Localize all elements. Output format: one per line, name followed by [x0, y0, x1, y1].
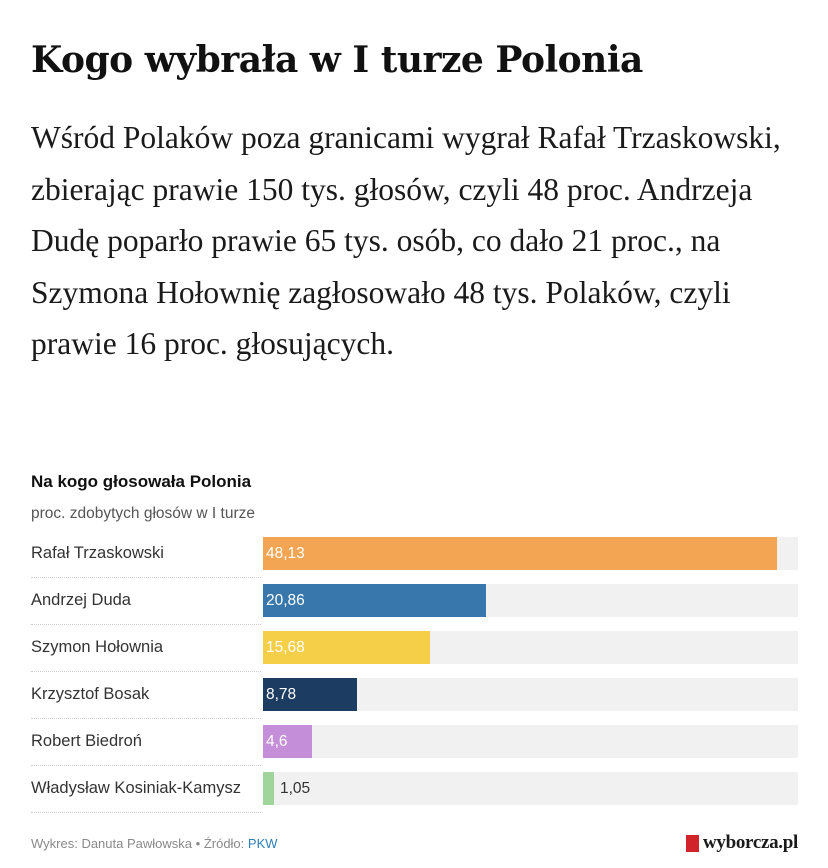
brand-logo[interactable]: wyborcza.pl — [685, 829, 798, 857]
value-label: 4,6 — [266, 733, 288, 750]
headline: Kogo wybrała w I turze Polonia — [31, 39, 643, 81]
source-label: Źródło: — [203, 836, 245, 851]
value-label: 8,78 — [266, 686, 297, 703]
row-divider — [31, 765, 261, 766]
category-label: Robert Biedroń — [31, 732, 142, 750]
bar-track: 1,05 — [263, 772, 798, 805]
bar — [263, 584, 486, 617]
chart-footer: Wykres: Danuta Pawłowska • Źródło: PKW — [31, 835, 278, 853]
bar-chart: Rafał Trzaskowski 48,13 Andrzej Duda 20,86 S… — [31, 532, 798, 814]
value-label: 48,13 — [266, 545, 305, 562]
chart-row: Andrzej Duda 20,86 — [31, 579, 798, 626]
chart-title: Na kogo głosowała Polonia — [31, 472, 252, 491]
chart-subtitle: proc. zdobytych głosów w I turze — [31, 505, 255, 522]
bar — [263, 537, 777, 570]
value-label: 1,05 — [280, 780, 311, 797]
row-divider — [31, 624, 261, 625]
value-label: 15,68 — [266, 639, 305, 656]
chart-row: Władysław Kosiniak-Kamysz 1,05 — [31, 767, 798, 814]
bar-track: 8,78 — [263, 678, 798, 711]
bar-track: 48,13 — [263, 537, 798, 570]
chart-row: Robert Biedroń 4,6 — [31, 720, 798, 767]
row-divider — [31, 671, 261, 672]
chart-row: Krzysztof Bosak 8,78 — [31, 673, 798, 720]
brand-mark-icon — [685, 834, 699, 852]
category-label: Władysław Kosiniak-Kamysz — [31, 779, 241, 797]
chart-row: Rafał Trzaskowski 48,13 — [31, 532, 798, 579]
author-credit: Wykres: Danuta Pawłowska — [31, 836, 192, 851]
row-divider — [31, 812, 261, 813]
category-label: Krzysztof Bosak — [31, 685, 150, 703]
category-label: Rafał Trzaskowski — [31, 544, 164, 562]
bar — [263, 725, 312, 758]
bar-track: 20,86 — [263, 584, 798, 617]
chart-row: Szymon Hołownia 15,68 — [31, 626, 798, 673]
category-label: Andrzej Duda — [31, 591, 131, 609]
value-label: 20,86 — [266, 592, 305, 609]
bar — [263, 772, 274, 805]
bar-track: 4,6 — [263, 725, 798, 758]
row-divider — [31, 718, 261, 719]
category-label: Szymon Hołownia — [31, 638, 164, 656]
lead-paragraph: Wśród Polaków poza granicami wygrał Rafa… — [31, 120, 781, 361]
source-link[interactable]: PKW — [247, 836, 278, 851]
bar — [263, 678, 357, 711]
brand-name: wyborcza.pl — [702, 832, 798, 853]
row-divider — [31, 577, 261, 578]
bar — [263, 631, 430, 664]
separator: • — [195, 836, 201, 851]
bar-track: 15,68 — [263, 631, 798, 664]
